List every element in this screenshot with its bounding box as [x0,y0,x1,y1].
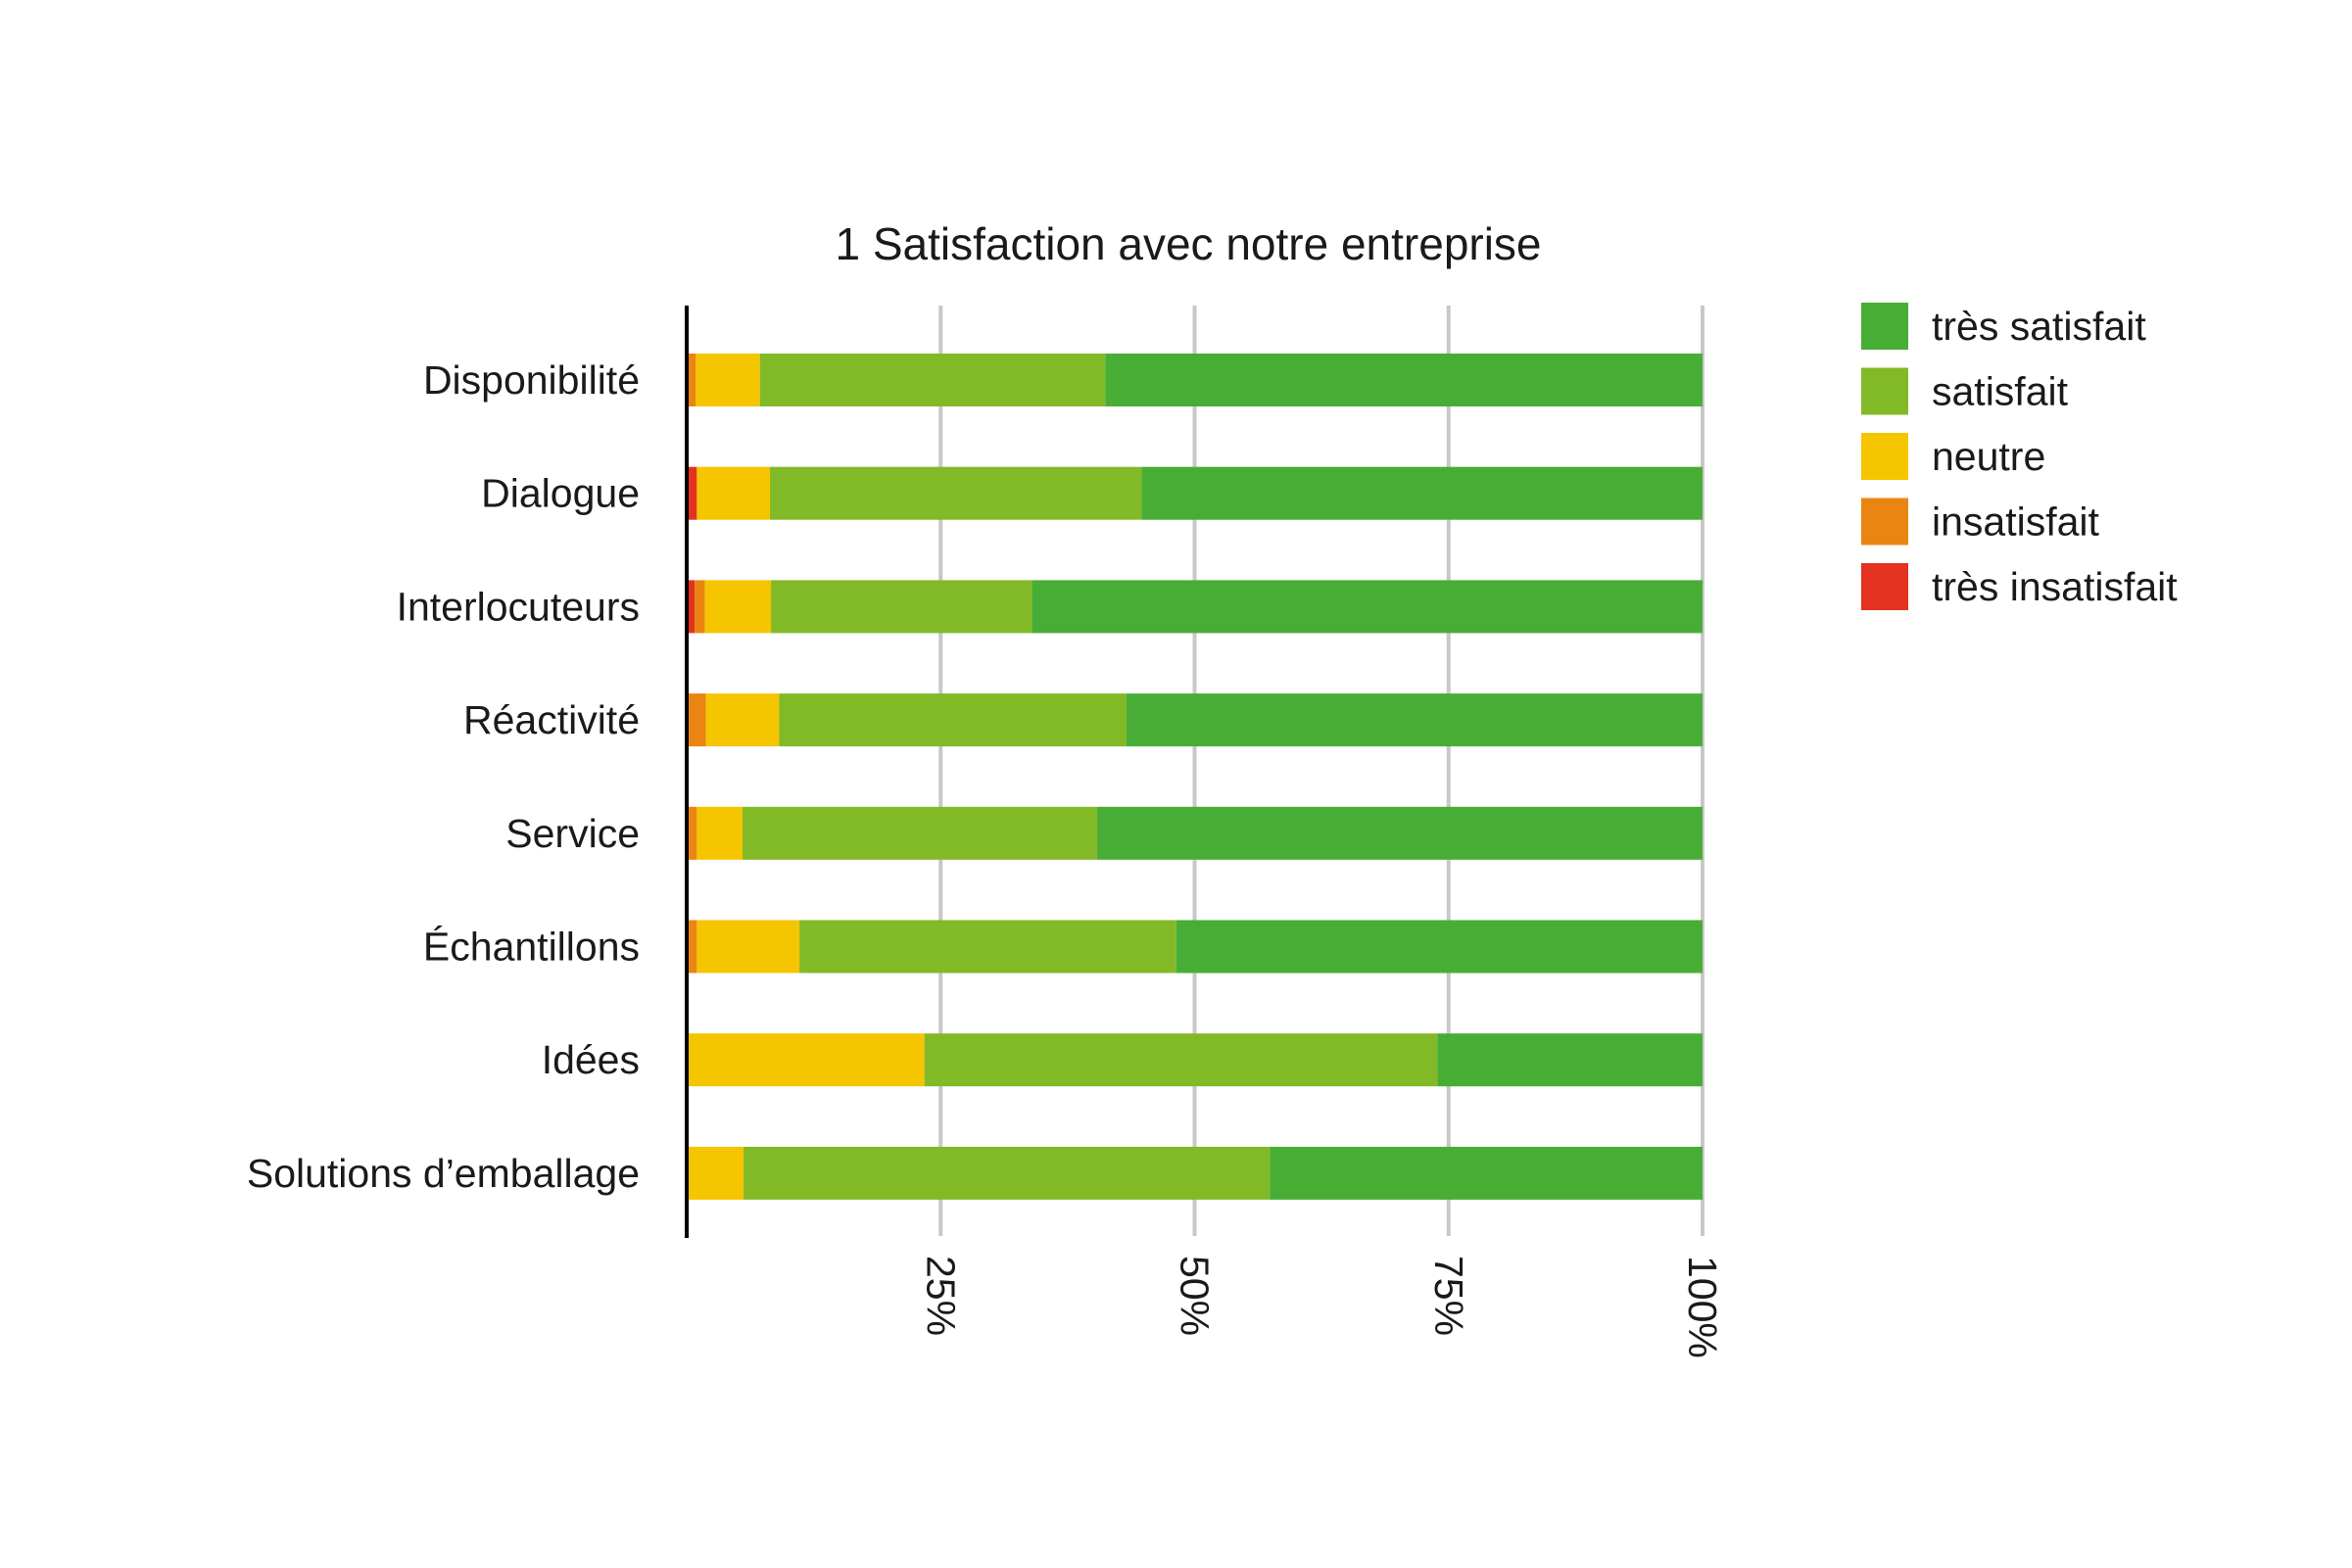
bar-echantillons-satisfait [799,920,1176,974]
bar-interlocuteurs-insatisfait [695,580,705,634]
x-tick-label-25: 25% [918,1256,963,1336]
bar-service-satisfait [743,806,1097,860]
legend-label-tres-insatisfait: très insatisfait [1932,564,2178,609]
category-label-dialogue: Dialogue [481,471,640,516]
bar-service-tres-satisfait [1096,806,1703,860]
gridlines [938,306,1704,1236]
chart-title: 1 Satisfaction avec notre entreprise [835,218,1541,269]
bar-reactivite-tres-satisfait [1127,693,1703,747]
bar-service-insatisfait [687,806,697,860]
bar-interlocuteurs-satisfait [771,580,1032,634]
bar-disponibilite-insatisfait [687,354,696,406]
legend-label-satisfait: satisfait [1932,369,2069,414]
bar-reactivite-neutre [705,693,780,747]
bar-reactivite-insatisfait [687,693,706,747]
bar-dialogue-neutre [696,466,771,520]
x-tick-label-100: 100% [1680,1256,1725,1358]
bar-idees-neutre [687,1033,925,1087]
legend-swatch-tres-satisfait [1861,303,1908,350]
bar-service-neutre [696,806,744,860]
category-label-interlocuteurs: Interlocuteurs [397,584,640,629]
legend-label-neutre: neutre [1932,434,2045,479]
category-label-service: Service [505,811,640,856]
legend-swatch-insatisfait [1861,498,1908,546]
bar-idees-tres-satisfait [1437,1033,1703,1087]
legend-swatch-satisfait [1861,367,1908,415]
bar-interlocuteurs-tres-insatisfait [687,580,696,634]
bar-disponibilite-satisfait [759,354,1106,406]
bar-interlocuteurs-tres-satisfait [1032,580,1703,634]
bar-idees-satisfait [924,1033,1438,1087]
category-label-solutions-d-emballage: Solutions d’emballage [247,1151,640,1196]
category-label-disponibilite: Disponibilité [423,357,640,403]
bar-solutions-d-emballage-neutre [687,1146,744,1200]
legend-label-tres-satisfait: très satisfait [1932,304,2146,349]
bar-interlocuteurs-neutre [704,580,772,634]
category-label-idees: Idées [542,1037,640,1082]
category-label-reactivite: Réactivité [463,697,640,742]
bar-disponibilite-tres-satisfait [1105,354,1703,406]
bar-dialogue-tres-insatisfait [687,466,697,520]
bar-solutions-d-emballage-satisfait [744,1146,1271,1200]
bars [687,354,1703,1200]
legend-swatch-tres-insatisfait [1861,563,1908,610]
bar-echantillons-neutre [696,920,800,974]
bar-echantillons-insatisfait [687,920,697,974]
bar-solutions-d-emballage-tres-satisfait [1270,1146,1703,1200]
bar-reactivite-satisfait [779,693,1128,747]
category-label-echantillons: Échantillons [423,925,640,970]
x-tick-label-75: 75% [1426,1256,1471,1336]
bar-disponibilite-neutre [696,354,760,406]
legend-label-insatisfait: insatisfait [1932,499,2100,545]
legend-swatch-neutre [1861,433,1908,480]
bar-echantillons-tres-satisfait [1176,920,1703,974]
legend: très satisfait satisfait neutre insatisfait… [1861,303,2178,610]
bar-dialogue-satisfait [770,466,1142,520]
axes: 25% 50% 75% 100% Disponibilité Dialogue Interl… [247,306,1725,1358]
bar-dialogue-tres-satisfait [1141,466,1703,520]
x-tick-label-50: 50% [1173,1256,1218,1336]
